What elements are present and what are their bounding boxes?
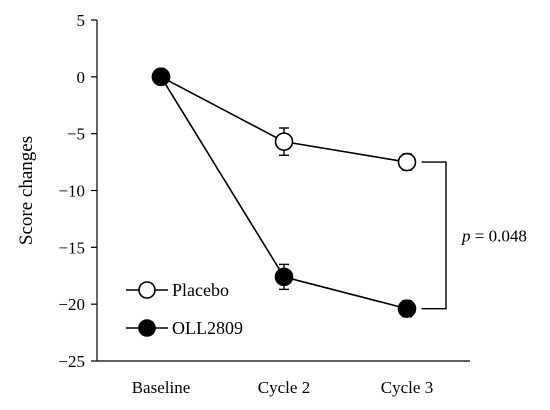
significance-annotation: p = 0.048 — [421, 161, 527, 310]
data-point-series-1 — [274, 132, 294, 151]
x-tick-label: Baseline — [132, 378, 191, 397]
p-value-text: = 0.048 — [471, 226, 527, 245]
x-tick-label: Cycle 3 — [381, 378, 433, 397]
legend-item-2: OLL2809 — [126, 318, 243, 338]
y-axis-title: Score changes — [16, 136, 37, 245]
data-point-series-2 — [274, 267, 294, 287]
legend-label: OLL2809 — [172, 318, 243, 338]
y-axis: 5 0 −5 −10 −15 −20 −25 — [58, 11, 98, 371]
y-tick-label: −20 — [58, 295, 85, 314]
p-value-label: p = 0.048 — [461, 226, 527, 245]
legend: Placebo OLL2809 — [126, 280, 243, 338]
y-tick-label: −10 — [58, 182, 85, 201]
data-point-series-1 — [397, 152, 417, 172]
y-tick-label: −15 — [58, 238, 85, 257]
y-tick-label: −5 — [67, 125, 85, 144]
y-tick-label: −25 — [58, 352, 85, 371]
p-symbol: p — [461, 226, 471, 245]
legend-label: Placebo — [172, 280, 229, 300]
y-tick-label: 0 — [77, 68, 86, 87]
series-layer — [151, 67, 417, 319]
legend-marker — [138, 281, 156, 299]
x-tick-label: Cycle 2 — [258, 378, 310, 397]
legend-marker — [138, 319, 156, 337]
y-tick-label: 5 — [77, 11, 86, 30]
data-point-series-2 — [397, 299, 417, 319]
x-axis: Baseline Cycle 2 Cycle 3 — [97, 360, 470, 397]
legend-item-1: Placebo — [126, 280, 229, 300]
data-point-series-2 — [151, 67, 171, 87]
significance-bracket — [421, 161, 447, 310]
